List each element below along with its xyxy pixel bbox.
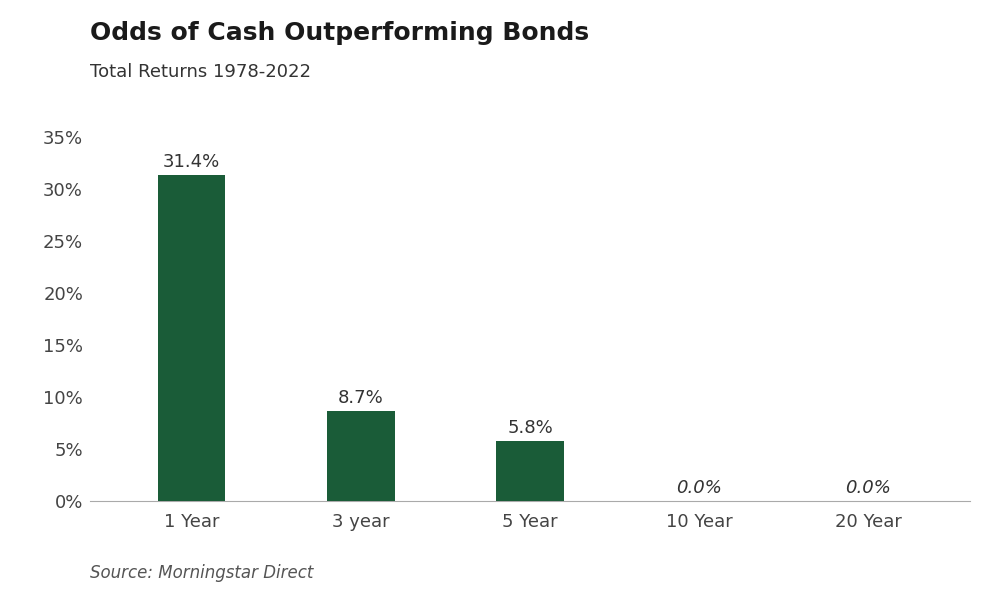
Text: 8.7%: 8.7% [338,389,384,407]
Text: Total Returns 1978-2022: Total Returns 1978-2022 [90,63,311,81]
Bar [496,441,564,501]
Text: 31.4%: 31.4% [163,153,220,171]
Text: Odds of Cash Outperforming Bonds: Odds of Cash Outperforming Bonds [90,21,589,45]
Bar [158,175,225,501]
Bar [327,411,395,501]
Text: 0.0%: 0.0% [846,479,891,497]
Text: 5.8%: 5.8% [507,419,553,437]
Text: Source: Morningstar Direct: Source: Morningstar Direct [90,564,313,582]
Text: 0.0%: 0.0% [676,479,722,497]
